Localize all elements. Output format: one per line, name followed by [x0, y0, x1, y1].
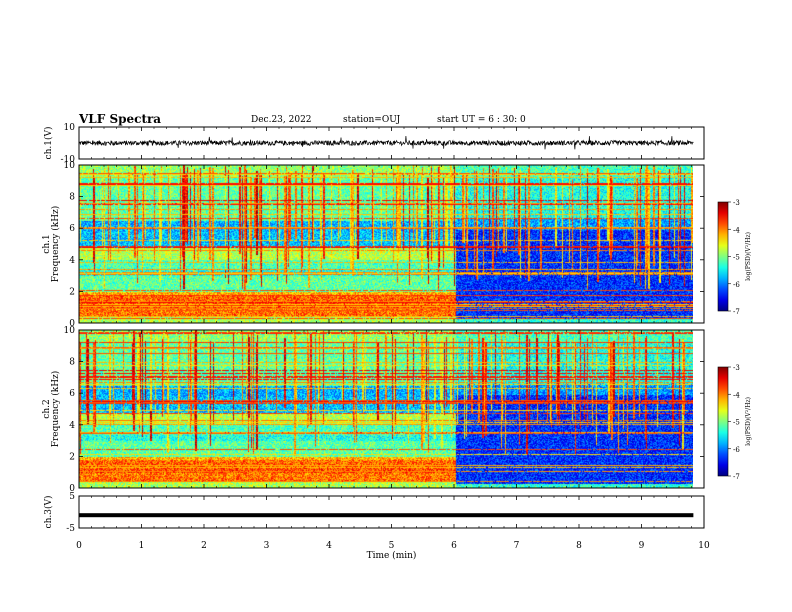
colorbar-tick-label: -4: [733, 391, 740, 399]
y-tick-label: 10: [64, 326, 76, 336]
ch3_waveform-frame: [78, 495, 705, 529]
y-tick-label: 4: [69, 256, 75, 266]
y-tick-label: 10: [64, 123, 76, 133]
y-tick-label: 6: [69, 389, 75, 399]
colorbar-tick-label: -3: [733, 199, 740, 207]
x-tick-label: 1: [139, 541, 145, 551]
x-tick-label: 4: [326, 541, 332, 551]
x-axis-label: Time (min): [367, 550, 417, 561]
x-tick-label: 9: [639, 541, 645, 551]
ch2_spectrogram-heatmap-image: [79, 330, 693, 488]
x-tick-label: 8: [576, 541, 582, 551]
y-axis-label: ch.3(V): [43, 496, 54, 529]
station-label: station=OUJ: [343, 115, 401, 125]
start-ut-label: start UT = 6 : 30: 0: [437, 115, 526, 125]
y-tick-label: 8: [69, 358, 75, 368]
y-tick-label: 0: [69, 484, 75, 494]
y-tick-label: 5: [69, 492, 75, 502]
ch3-signal-trace: [79, 513, 694, 518]
colorbar-label: log(PSD)(V²/Hz): [745, 397, 752, 446]
colorbar-tick-label: -6: [733, 446, 740, 454]
y-tick-label: 8: [69, 193, 75, 203]
ch1_spectrogram-heatmap-image: [79, 165, 693, 323]
ch1_spectrogram-colorbar: [717, 201, 729, 312]
y-axis-channel-label: ch.1: [42, 234, 52, 253]
y-axis-label: Frequency (kHz): [50, 371, 61, 448]
x-tick-label: 10: [698, 541, 710, 551]
colorbar-tick-label: -3: [733, 364, 740, 372]
x-tick-label: 2: [201, 541, 207, 551]
y-tick-label: -10: [61, 155, 76, 165]
date-label: Dec.23, 2022: [251, 115, 312, 125]
ch1-waveform-trace: [78, 135, 694, 150]
figure-title: VLF Spectra: [79, 112, 162, 126]
y-tick-label: 10: [64, 161, 76, 171]
x-tick-label: 6: [451, 541, 457, 551]
ch2_spectrogram-colorbar: [717, 366, 729, 477]
x-tick-label: 3: [264, 541, 270, 551]
y-tick-label: 6: [69, 224, 75, 234]
colorbar-tick-label: -7: [733, 308, 740, 316]
colorbar-tick-label: -5: [733, 254, 740, 262]
colorbar-tick-label: -4: [733, 226, 740, 234]
x-tick-label: 5: [389, 541, 395, 551]
y-tick-label: 2: [69, 287, 75, 297]
colorbar-tick-label: -6: [733, 281, 740, 289]
y-tick-label: 4: [69, 421, 75, 431]
colorbar-label: log(PSD)(V²/Hz): [745, 232, 752, 281]
x-tick-label: 7: [514, 541, 520, 551]
y-axis-label: Frequency (kHz): [50, 206, 61, 283]
y-axis-label: ch.1(V): [43, 127, 54, 160]
x-tick-label: 0: [76, 541, 82, 551]
y-tick-label: 2: [69, 452, 75, 462]
colorbar-tick-label: -7: [733, 473, 740, 481]
y-tick-label: 0: [69, 319, 75, 329]
y-axis-channel-label: ch.2: [42, 399, 52, 418]
y-tick-label: -5: [66, 524, 75, 534]
colorbar-tick-label: -5: [733, 419, 740, 427]
